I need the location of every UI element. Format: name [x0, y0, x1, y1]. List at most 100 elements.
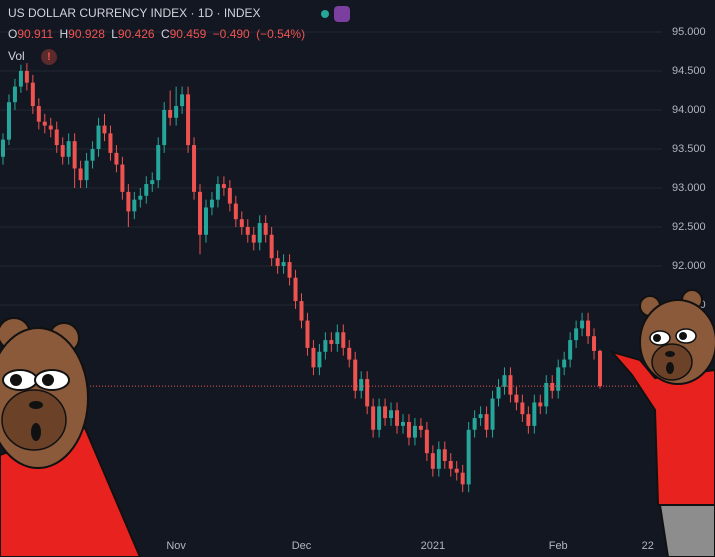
- left-bear-pupil: [42, 374, 54, 386]
- candle-body: [257, 223, 262, 243]
- ohlc-legend: O90.911 H90.928 L90.426 C90.459 −0.490 (…: [8, 27, 305, 41]
- candle-body: [592, 336, 597, 351]
- candle-body: [395, 410, 400, 426]
- candle-body: [496, 386, 501, 399]
- candle-body: [198, 191, 203, 235]
- candle-body: [287, 262, 292, 278]
- candle-body: [132, 199, 137, 212]
- candle-body: [448, 460, 453, 469]
- candle-body: [150, 180, 155, 185]
- right-bear-pants: [658, 504, 715, 557]
- candle-body: [365, 379, 370, 407]
- ohlc-key: C: [161, 27, 170, 41]
- right-bear-nose: [665, 351, 675, 357]
- candle-body: [144, 184, 149, 196]
- left-bear-muzzle: [1, 389, 67, 451]
- ohlc-key: H: [60, 27, 69, 41]
- candle-body: [323, 340, 328, 352]
- candle-body: [389, 410, 394, 419]
- y-tick-label: 95.000: [672, 26, 706, 38]
- candle-body: [556, 367, 561, 391]
- candle-body: [430, 453, 435, 469]
- candle-body: [562, 359, 567, 368]
- candle-body: [377, 406, 382, 430]
- candle-body: [424, 429, 429, 454]
- candle-body: [6, 102, 11, 140]
- candle-body: [347, 347, 352, 360]
- volume-label: Vol: [8, 49, 25, 63]
- candle-body: [520, 402, 525, 415]
- candle-body: [66, 141, 71, 157]
- candle-body: [275, 258, 280, 266]
- status-dot: [321, 10, 329, 18]
- x-tick-label: 22: [642, 540, 654, 552]
- candle-body: [371, 406, 376, 430]
- candle-body: [490, 398, 495, 430]
- candle-body: [48, 125, 53, 130]
- y-tick-label: 93.500: [672, 143, 706, 155]
- candle-body: [96, 125, 101, 149]
- change-percent: (−0.54%): [256, 27, 305, 41]
- y-tick-label: 93.000: [672, 182, 706, 194]
- x-tick-label: Feb: [549, 540, 568, 552]
- candle-body: [412, 425, 417, 438]
- change: −0.490: [213, 27, 250, 41]
- candle-body: [78, 168, 83, 181]
- ohlc-key: L: [111, 27, 118, 41]
- candle-body: [233, 203, 238, 220]
- right-bear-pupil: [653, 334, 661, 342]
- candle-body: [239, 219, 244, 227]
- warning-mark: !: [47, 51, 51, 63]
- candle-body: [281, 262, 286, 266]
- candle-body: [311, 347, 316, 368]
- x-tick-label: 2021: [421, 540, 445, 552]
- candle-body: [24, 70, 29, 83]
- x-tick-label: Dec: [292, 540, 312, 552]
- candle-body: [203, 207, 208, 235]
- candle-body: [329, 340, 334, 344]
- candle-body: [114, 152, 119, 165]
- candle-body: [162, 109, 167, 146]
- right-bear-mouth: [666, 362, 674, 374]
- candle-body: [598, 350, 602, 387]
- candle-body: [317, 351, 322, 368]
- right-bear-pupil: [679, 332, 687, 340]
- candle-body: [180, 94, 185, 107]
- candle-body: [478, 414, 483, 419]
- plot-area: 95.000 94.500 94.000 93.500 93.000 92.500 92.0…: [0, 26, 706, 552]
- candle-body: [90, 148, 95, 161]
- candle-body: [502, 375, 507, 387]
- candle-body: [192, 145, 197, 192]
- candle-body: [251, 234, 256, 243]
- candle-body: [299, 301, 304, 321]
- exchange-badge: [334, 6, 350, 22]
- candle-body: [186, 94, 191, 146]
- candle-body: [269, 234, 274, 259]
- candle-body: [568, 340, 573, 360]
- candle-body: [36, 106, 41, 122]
- ohlc-value: 90.911: [17, 27, 53, 41]
- candle-body: [215, 184, 220, 200]
- candle-body: [550, 382, 555, 391]
- candle-body: [209, 199, 214, 208]
- meme-overlay: [0, 289, 715, 557]
- ohlc-value: 90.459: [170, 27, 207, 41]
- candle-body: [418, 425, 423, 430]
- x-tick-label: Nov: [166, 540, 186, 552]
- candle-body: [30, 82, 35, 107]
- y-tick-label: 94.500: [672, 65, 706, 77]
- candle-body: [42, 121, 47, 126]
- left-bear-mouth: [31, 423, 41, 441]
- candle-body: [532, 402, 537, 426]
- y-tick-label: 94.000: [672, 104, 706, 116]
- candle-body: [108, 133, 113, 153]
- candle-body: [84, 160, 89, 181]
- candle-body: [126, 191, 131, 212]
- candle-body: [460, 472, 465, 485]
- candle-body: [586, 320, 591, 337]
- right-bear-shirt: [609, 350, 715, 506]
- ohlc-value: 90.928: [68, 27, 105, 41]
- candle-body: [156, 145, 161, 181]
